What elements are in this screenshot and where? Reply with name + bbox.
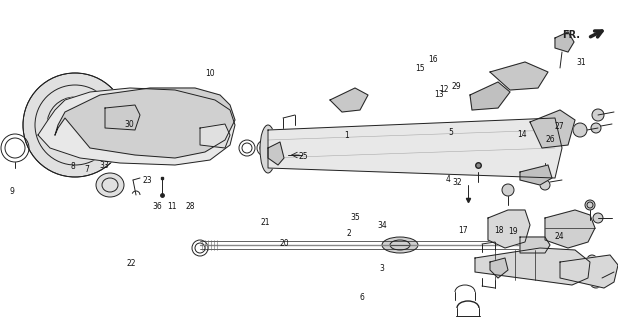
Polygon shape — [55, 88, 235, 158]
Text: FR.: FR. — [562, 30, 580, 40]
Text: 34: 34 — [377, 221, 387, 230]
Text: 30: 30 — [125, 120, 135, 129]
Text: 11: 11 — [167, 202, 177, 211]
Polygon shape — [38, 88, 235, 165]
Text: 2: 2 — [347, 229, 352, 238]
Polygon shape — [105, 105, 140, 130]
Polygon shape — [545, 210, 595, 248]
Text: 14: 14 — [517, 130, 527, 139]
Polygon shape — [490, 62, 548, 90]
Text: 15: 15 — [415, 64, 425, 73]
Text: 3: 3 — [379, 264, 384, 273]
Polygon shape — [268, 142, 284, 165]
Ellipse shape — [260, 125, 276, 173]
Circle shape — [587, 255, 597, 265]
Circle shape — [587, 267, 597, 277]
Circle shape — [540, 180, 550, 190]
Text: 17: 17 — [459, 226, 468, 235]
Circle shape — [494, 214, 522, 242]
Polygon shape — [520, 237, 550, 253]
Text: 26: 26 — [545, 135, 555, 144]
Text: 31: 31 — [576, 58, 586, 67]
Circle shape — [471, 158, 485, 172]
Text: 25: 25 — [298, 152, 308, 161]
Text: 35: 35 — [350, 213, 360, 222]
Text: 24: 24 — [554, 232, 564, 241]
Text: 22: 22 — [126, 260, 136, 268]
Circle shape — [591, 123, 601, 133]
Polygon shape — [330, 88, 368, 112]
Circle shape — [573, 123, 587, 137]
Circle shape — [556, 216, 580, 240]
Text: 19: 19 — [508, 228, 518, 236]
Text: 23: 23 — [142, 176, 152, 185]
Text: 29: 29 — [451, 82, 461, 91]
Ellipse shape — [96, 173, 124, 197]
Text: 6: 6 — [359, 293, 364, 302]
Polygon shape — [488, 210, 530, 248]
Text: 4: 4 — [446, 175, 451, 184]
Text: 18: 18 — [494, 226, 504, 235]
Text: 13: 13 — [434, 90, 444, 99]
Text: 12: 12 — [439, 85, 449, 94]
Circle shape — [593, 213, 603, 223]
Ellipse shape — [382, 237, 418, 253]
Polygon shape — [475, 248, 590, 285]
Text: 16: 16 — [428, 55, 438, 64]
Text: 10: 10 — [205, 69, 215, 78]
Circle shape — [590, 276, 602, 288]
Polygon shape — [490, 258, 508, 278]
Polygon shape — [200, 124, 230, 148]
Circle shape — [585, 200, 595, 210]
Text: 21: 21 — [261, 218, 271, 227]
Text: 33: 33 — [99, 161, 109, 170]
Text: 8: 8 — [70, 162, 75, 171]
Circle shape — [502, 184, 514, 196]
Text: 36: 36 — [153, 202, 163, 211]
Polygon shape — [520, 165, 552, 185]
Text: 32: 32 — [452, 178, 462, 187]
Text: 1: 1 — [344, 132, 349, 140]
Polygon shape — [268, 118, 562, 178]
Text: 5: 5 — [449, 128, 454, 137]
Circle shape — [592, 109, 604, 121]
Circle shape — [23, 73, 127, 177]
Polygon shape — [560, 255, 618, 288]
Text: 20: 20 — [279, 239, 289, 248]
Text: 28: 28 — [185, 202, 195, 211]
Text: 7: 7 — [84, 165, 89, 174]
Polygon shape — [555, 32, 574, 52]
Text: 9: 9 — [10, 188, 15, 196]
Polygon shape — [470, 82, 510, 110]
Text: 27: 27 — [554, 122, 564, 131]
Polygon shape — [530, 110, 575, 148]
